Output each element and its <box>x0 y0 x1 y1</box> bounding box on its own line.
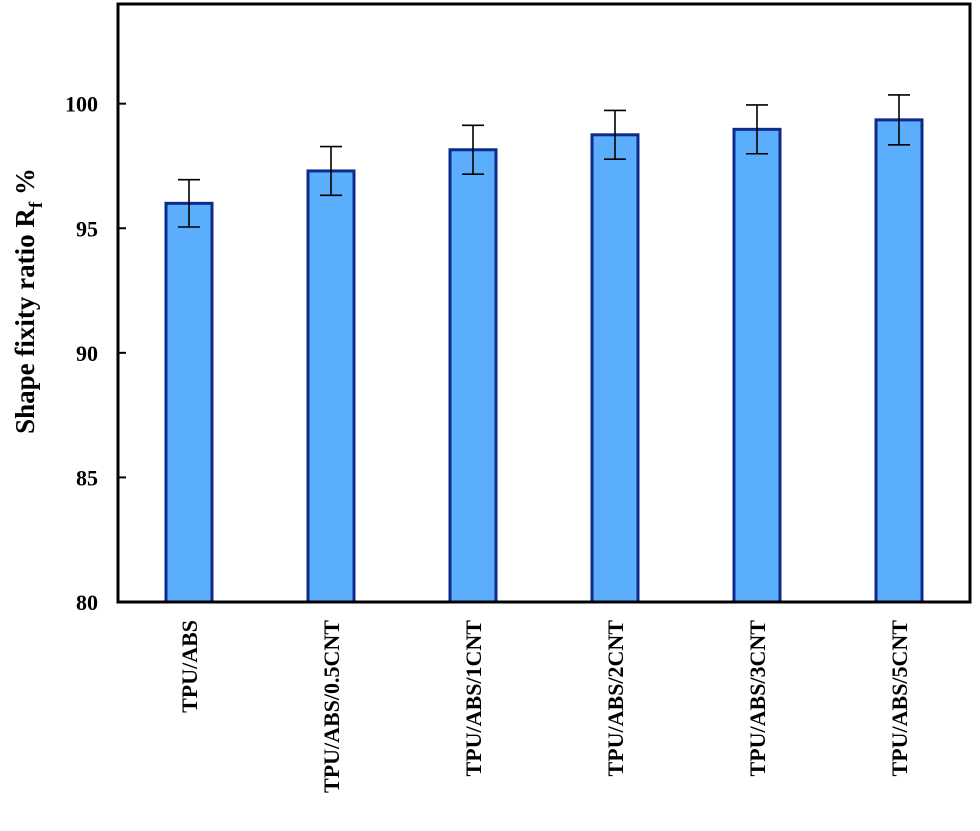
error-bar-3 <box>604 109 626 161</box>
bar-4 <box>732 127 782 604</box>
y-axis-label-main: Shape fixity ratio R <box>10 208 40 434</box>
y-axis: 80 85 90 95 100 <box>65 92 126 615</box>
error-bar-4 <box>746 104 768 155</box>
x-tick-label: TPU/ABS/0.5CNT <box>319 620 344 793</box>
y-axis-label-subscript: f <box>26 201 47 208</box>
x-tick-label: TPU/ABS <box>177 620 202 713</box>
x-tick-label: TPU/ABS/2CNT <box>603 620 628 777</box>
error-bars-layer <box>178 94 910 228</box>
x-tick-label: TPU/ABS/1CNT <box>461 620 486 777</box>
y-tick-label: 80 <box>76 590 98 615</box>
y-tick-label: 100 <box>65 92 98 117</box>
error-bar-2 <box>462 124 484 175</box>
bar-5 <box>874 118 924 604</box>
x-axis: TPU/ABS TPU/ABS/0.5CNT TPU/ABS/1CNT TPU/ABS… <box>177 620 912 793</box>
x-tick-label: TPU/ABS/5CNT <box>887 620 912 777</box>
y-tick-label: 90 <box>76 341 98 366</box>
bar-3 <box>590 133 640 604</box>
y-tick-label: 85 <box>76 465 98 490</box>
bar-0 <box>164 201 214 604</box>
y-tick-label: 95 <box>76 216 98 241</box>
error-bar-0 <box>178 178 200 228</box>
plot-frame <box>116 2 972 604</box>
y-axis-label-suffix: % <box>10 168 40 202</box>
bar-1 <box>306 169 356 604</box>
error-bar-1 <box>320 145 342 197</box>
y-axis-label: Shape fixity ratio Rf % <box>10 168 47 434</box>
error-bar-5 <box>888 94 910 146</box>
x-tick-label: TPU/ABS/3CNT <box>745 620 770 777</box>
bars-layer <box>164 118 924 604</box>
bar-2 <box>448 148 498 604</box>
